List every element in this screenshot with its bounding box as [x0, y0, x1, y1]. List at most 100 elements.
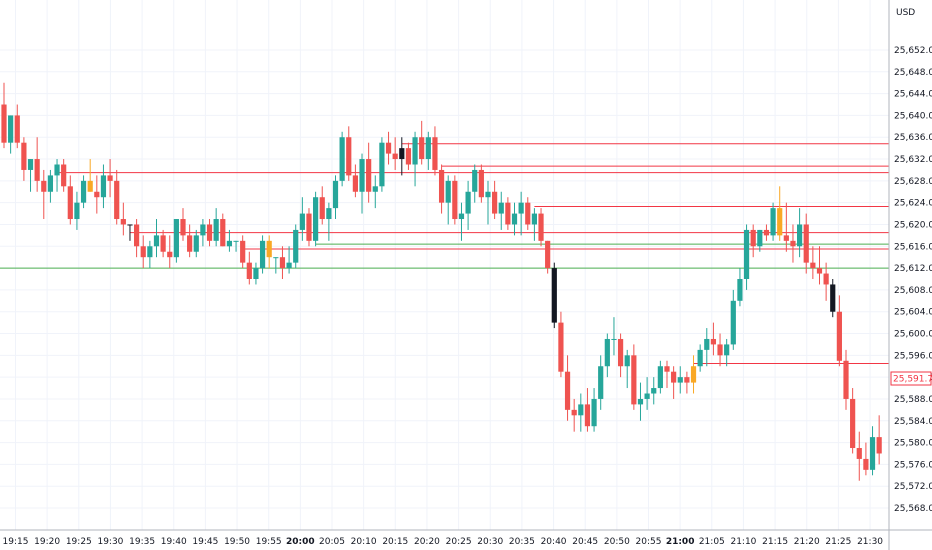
candle-body — [518, 202, 524, 214]
time-tick-label: 21:00 — [666, 537, 695, 547]
candle-body — [750, 229, 756, 247]
candle-body — [233, 240, 239, 242]
time-tick-label: 20:50 — [604, 537, 630, 547]
candle-body — [107, 175, 113, 181]
price-tick-label: 25,596.00 — [894, 351, 932, 361]
price-tick-label: 25,600.00 — [894, 330, 932, 340]
candle-body — [452, 180, 458, 220]
candle-body — [564, 371, 571, 410]
candle-body — [61, 164, 67, 187]
candle-body — [34, 159, 40, 181]
candle-body — [405, 148, 412, 165]
candle-body — [830, 284, 836, 312]
candle-body — [876, 437, 882, 454]
candle-body — [777, 208, 783, 236]
time-tick-label: 19:35 — [129, 537, 155, 547]
time-tick-label: 21:30 — [857, 537, 883, 547]
price-tick-label: 25,572.00 — [894, 482, 932, 492]
candle-body — [8, 115, 14, 143]
candle-body — [598, 366, 604, 399]
candle-body — [584, 404, 591, 427]
time-tick-label: 20:30 — [477, 537, 503, 547]
candle-body — [319, 197, 325, 220]
candle-body — [80, 180, 87, 203]
candle-body — [425, 137, 431, 160]
candle-body — [803, 224, 809, 263]
candle-body — [253, 268, 259, 279]
candle-body — [671, 371, 677, 383]
time-tick-label: 21:20 — [794, 537, 820, 547]
candle-body — [677, 377, 683, 383]
price-tick-label: 25,628.00 — [894, 177, 932, 187]
candle-body — [850, 398, 856, 449]
candle-body — [604, 338, 610, 367]
candle-body — [47, 175, 54, 192]
price-tick-label: 25,624.00 — [894, 199, 932, 209]
candle-body — [631, 355, 637, 405]
time-tick-label: 19:55 — [256, 537, 282, 547]
candle-body — [67, 186, 73, 220]
candles — [1, 82, 882, 481]
time-tick-label: 20:20 — [414, 537, 440, 547]
candle-body — [339, 137, 345, 181]
time-axis[interactable]: 19:15 19:20 19:25 19:30 19:35 19:40 19:45 19:50… — [3, 537, 884, 547]
candle-body — [200, 224, 206, 236]
candle-body — [173, 219, 179, 258]
time-tick-label: 20:40 — [541, 537, 567, 547]
candle-body — [180, 219, 186, 236]
candle-body — [134, 224, 140, 247]
candle-body — [346, 137, 352, 176]
candle-body — [737, 279, 743, 301]
candle-body — [399, 148, 405, 160]
candle-body — [74, 202, 80, 220]
candle-body — [27, 159, 34, 170]
time-tick-label: 19:15 — [3, 537, 29, 547]
price-tick-label: 25,616.00 — [894, 242, 932, 252]
time-tick-label: 20:00 — [286, 537, 315, 547]
candle-body — [697, 349, 703, 367]
candle-body — [637, 398, 644, 405]
time-tick-label: 20:35 — [509, 537, 535, 547]
candle-body — [306, 213, 312, 241]
candle-body — [326, 208, 332, 220]
candle-body — [366, 159, 372, 192]
candle-body — [757, 229, 763, 247]
candle-body — [591, 398, 597, 427]
candle-body — [763, 229, 770, 236]
candle-body — [823, 273, 829, 285]
candle-body — [797, 224, 803, 247]
candle-body — [147, 246, 153, 258]
candle-body — [724, 344, 730, 356]
price-tick-label: 25,648.00 — [894, 68, 932, 78]
candle-body — [213, 219, 219, 241]
candle-body — [438, 169, 445, 203]
candle-body — [770, 208, 776, 236]
candle-body — [498, 202, 504, 214]
candle-body — [690, 366, 697, 383]
price-tick-label: 25,612.00 — [894, 264, 932, 274]
price-tick-label: 25,584.00 — [894, 417, 932, 427]
candle-body — [332, 180, 339, 209]
current-price-label: 25,591.75 — [893, 375, 932, 385]
candle-body — [100, 175, 107, 198]
price-tick-label: 25,644.00 — [894, 90, 932, 100]
candle-body — [1, 104, 7, 143]
candle-body — [730, 300, 736, 345]
time-tick-label: 20:25 — [446, 537, 472, 547]
time-tick-label: 20:55 — [636, 537, 662, 547]
time-tick-label: 21:10 — [730, 537, 756, 547]
time-tick-label: 20:10 — [351, 537, 377, 547]
price-tick-label: 25,580.00 — [894, 439, 932, 449]
candle-body — [432, 137, 438, 170]
time-tick-label: 20:15 — [382, 537, 408, 547]
time-tick-label: 19:30 — [97, 537, 123, 547]
current-price-marker: 25,591.75 — [890, 371, 932, 386]
candle-body — [352, 175, 358, 192]
candle-body — [578, 404, 584, 416]
candle-body — [492, 191, 498, 214]
candle-body — [644, 393, 650, 399]
candle-body — [531, 213, 537, 225]
candle-body — [94, 191, 100, 198]
